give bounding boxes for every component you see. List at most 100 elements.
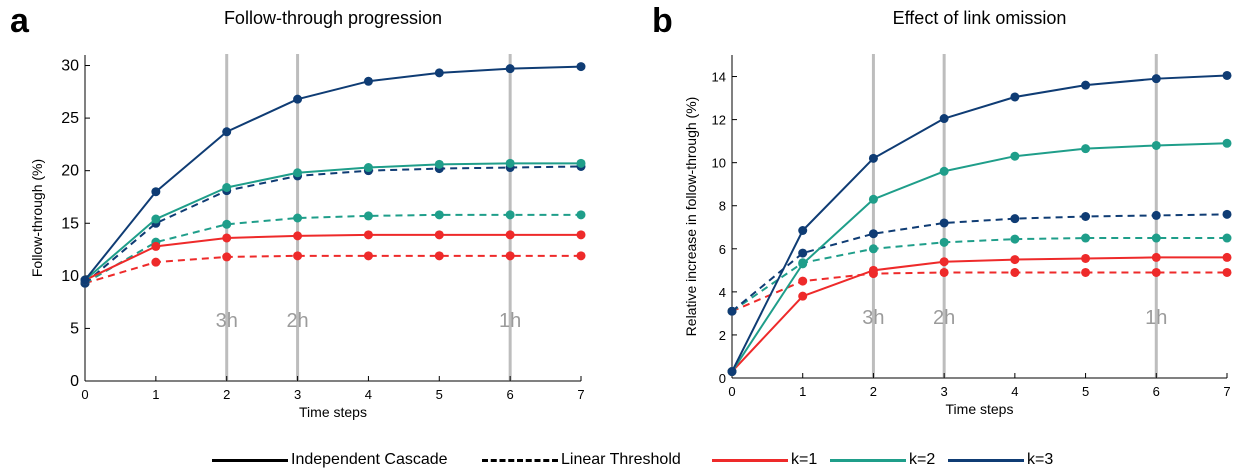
panel-a-series-lt-k2-line	[84, 213, 581, 285]
legend-k2-swatch	[830, 458, 906, 462]
panel-b-x-tick-label: 7	[1223, 384, 1230, 399]
panel-a-series-ic-k3-point	[293, 94, 303, 104]
legend-label-independent-cascade: Independent Cascade	[291, 451, 448, 468]
panel-b-x-tick-label: 5	[1082, 384, 1089, 399]
panel-b-series-ic-k3-line	[731, 74, 1228, 372]
panel-b-series-lt-k2-line	[731, 237, 1227, 313]
panel-a-series-lt-k2-point	[222, 219, 232, 229]
panel-a-plot: 3h 2h 1h 0 1 2 3 4 5 6 7 0 5 10 15 20 25 30 Time steps Foll…	[29, 54, 586, 420]
panel-b-series-lt-k3-point	[727, 306, 737, 316]
panel-b-series-ic-k3-point	[798, 225, 808, 235]
legend-label-k3: k=3	[1027, 451, 1054, 468]
panel-a-series-lt-k2-point	[363, 211, 373, 221]
panel-a-x-axis-label: Time steps	[299, 404, 367, 420]
legend-item-k3: k=3	[948, 449, 1053, 471]
panel-a-series-lt-k2-point	[576, 210, 586, 220]
panel-b-series-ic-k1-point	[1222, 252, 1232, 262]
panel-b-series-ic-k2-point	[868, 194, 878, 204]
panel-b-marker-label-2h: 2h	[933, 307, 955, 329]
panel-b-series-ic-k2-line	[731, 142, 1228, 373]
panel-b-series-ic-k3-point	[1081, 80, 1091, 90]
panel-b-series-lt-k3-point	[868, 229, 878, 239]
panel-a-series-ic-k2-point	[363, 163, 373, 173]
panel-a-series-lt-k1-point	[151, 257, 161, 267]
panel-b-series-lt-k2-point	[1151, 233, 1161, 243]
panel-b-series-ic-k1-point	[798, 291, 808, 301]
legend-k3-swatch	[948, 458, 1024, 462]
panel-b-series-ic-k2-point	[1010, 151, 1020, 161]
panel-b-series-lt-k3	[727, 209, 1232, 316]
panel-a-series-ic-k1-point	[505, 230, 515, 240]
panel-a-y-tick-label: 25	[61, 110, 79, 127]
panel-a-series-ic-k1-point	[363, 230, 373, 240]
legend-k1-swatch	[712, 458, 788, 462]
panel-b-series-lt-k1-point	[798, 276, 808, 286]
panel-a-x-tick-label: 0	[81, 387, 88, 402]
panel-b-y-tick-label: 12	[712, 113, 726, 128]
legend-label-linear-threshold: Linear Threshold	[561, 451, 681, 468]
panel-b-series-lt-k2-point	[1010, 234, 1020, 244]
panel-b-series-ic-k3-point	[1010, 92, 1020, 102]
panel-a-series-lt-k1-point	[434, 251, 444, 261]
legend-item-k1: k=1	[712, 449, 817, 471]
panel-a-series-ic-k3-point	[80, 275, 90, 285]
panel-b-series-lt-k2-point	[1222, 233, 1232, 243]
panel-b-x-tick-label: 4	[1011, 384, 1018, 399]
panel-b-series-lt-k2-point	[1081, 233, 1091, 243]
panel-a-series-ic-k3-line	[84, 65, 582, 281]
panel-b-series-ic-k1-line	[731, 256, 1227, 373]
panel-b-series-ic-k3-point	[727, 367, 737, 377]
panel-a-series-ic-k3	[80, 62, 586, 285]
panel-b-series-lt-k2-point	[939, 237, 949, 247]
panel-a-series-ic-k1-point	[576, 230, 586, 240]
panel-a-series-ic-k2-point	[151, 214, 161, 224]
panel-b-y-axis-label: Relative increase in follow-through (%)	[683, 97, 699, 337]
panel-a-x-tick-label: 6	[507, 387, 514, 402]
panel-a-series-ic-k2-point	[576, 158, 586, 168]
panel-a-series-ic-k3-point	[363, 76, 373, 86]
panel-b-series-ic-k3-point	[939, 114, 949, 124]
panel-b-series-ic-k3-point	[868, 153, 878, 163]
panel-a-series-ic-k2-line	[84, 162, 581, 281]
panel-b-series-ic-k3-point	[1222, 70, 1232, 80]
panel-a-series-lt-k1-point	[222, 252, 232, 262]
panel-b-series-lt-k3-point	[798, 248, 808, 258]
legend-item-k2: k=2	[830, 449, 935, 471]
panel-a-y-tick-label: 10	[61, 268, 79, 285]
panel-b-x-tick-label: 1	[799, 384, 806, 399]
panel-b-y-tick-label: 2	[719, 328, 726, 343]
panel-b-series-ic-k1-point	[939, 257, 949, 267]
panel-b-x-tick-label: 3	[941, 384, 948, 399]
panel-b-series-lt-k3-point	[1081, 212, 1091, 221]
panel-a-series-lt-k1	[80, 251, 586, 288]
panel-b-letter: b	[652, 2, 673, 40]
panel-b-x-axis-label: Time steps	[946, 401, 1014, 417]
panel-a-x-tick-label: 1	[152, 387, 159, 402]
panel-a-marker-label-3h: 3h	[216, 310, 238, 332]
panel-b-series-lt-k1-point	[1081, 267, 1091, 277]
panel-b-y-tick-label: 0	[719, 371, 726, 386]
panel-a-series-lt-k1-point	[576, 251, 586, 261]
panel-a-y-tick-label: 15	[61, 215, 79, 232]
panel-a-series-lt-k1-point	[505, 251, 515, 261]
panel-a-series-lt-k2-point	[293, 213, 303, 223]
panel-b-x-tick-label: 2	[870, 384, 877, 399]
panel-a-x-tick-label: 7	[577, 387, 584, 402]
panel-a-y-axis-label: Follow-through (%)	[29, 159, 45, 277]
panel-a-series-ic-k3-point	[222, 127, 232, 137]
panel-a-series-ic-k2-point	[505, 158, 515, 168]
panel-b-series-lt-k1-line	[731, 271, 1227, 313]
legend-dashed-line-swatch	[482, 458, 558, 462]
panel-b-series-ic-k2-point	[939, 166, 949, 176]
panel-a-series-ic-k2-point	[222, 183, 232, 193]
panel-a-y-tick-label: 30	[61, 58, 79, 75]
panel-a-x-tick-label: 3	[294, 387, 301, 402]
panel-a-series-ic-k3-point	[505, 64, 515, 74]
panel-a-x-tick-label: 5	[436, 387, 443, 402]
panel-b-series-lt-k1-point	[1222, 267, 1232, 277]
legend-item-linear-threshold: Linear Threshold	[482, 449, 681, 471]
panel-a-series-lt-k1-point	[293, 251, 303, 261]
panel-b-series-lt-k3-point	[1151, 210, 1161, 220]
panel-b-series-lt-k2-point	[868, 244, 878, 254]
